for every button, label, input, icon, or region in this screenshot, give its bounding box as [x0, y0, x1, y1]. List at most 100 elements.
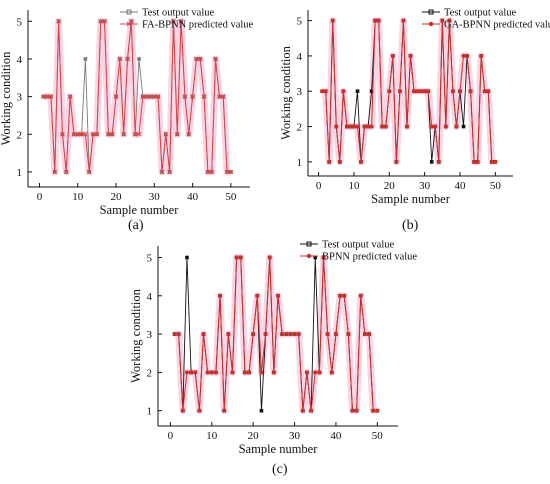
y-tick-label: 2	[147, 367, 153, 379]
data-point	[329, 370, 334, 375]
data-point	[354, 408, 359, 413]
data-point	[193, 370, 198, 375]
data-point	[40, 94, 46, 99]
y-tick-label: 1	[147, 406, 153, 418]
data-point	[422, 89, 427, 94]
data-point	[429, 124, 434, 129]
data-point	[94, 131, 100, 137]
data-point	[461, 53, 466, 58]
data-point	[48, 94, 54, 99]
data-point	[255, 293, 260, 298]
data-point	[479, 53, 484, 58]
legend-marker	[306, 253, 312, 259]
chart-c: 0 10 20 30 40 50 1 2 3 4 5 Sample number Working con…	[129, 240, 417, 457]
data-point	[182, 94, 188, 99]
data-point	[362, 124, 367, 129]
data-point	[172, 332, 177, 337]
data-point	[148, 94, 153, 99]
y-axis-title: Working condition	[129, 288, 143, 383]
data-point	[201, 332, 206, 337]
data-point	[383, 124, 388, 129]
data-point	[259, 370, 264, 375]
data-point	[228, 169, 234, 175]
legend-label: Test output value	[142, 8, 215, 19]
data-point	[351, 124, 356, 129]
data-point	[323, 89, 328, 94]
data-point	[321, 255, 326, 260]
data-point	[178, 18, 184, 24]
data-point	[213, 370, 218, 375]
data-point	[121, 131, 127, 137]
data-point	[350, 408, 355, 413]
x-tick-label: 20	[384, 180, 396, 192]
data-point	[263, 332, 268, 337]
data-point	[341, 89, 346, 94]
x-axis-title: Sample number	[100, 203, 180, 217]
data-point	[109, 131, 115, 137]
y-axis-title: Working condition	[0, 51, 13, 146]
data-point	[222, 408, 227, 413]
data-point	[209, 169, 215, 175]
data-point	[284, 332, 289, 337]
data-point	[83, 131, 88, 137]
x-tick-label: 0	[168, 430, 174, 442]
x-tick-label: 40	[330, 430, 342, 442]
data-point	[189, 370, 194, 375]
data-point	[296, 332, 301, 337]
data-point	[280, 332, 285, 337]
data-point	[436, 159, 441, 164]
data-point	[247, 370, 252, 375]
data-point	[404, 124, 409, 129]
data-point	[75, 131, 81, 137]
data-point	[486, 89, 491, 94]
data-point	[136, 131, 142, 137]
data-point	[113, 94, 119, 99]
data-point	[67, 94, 73, 99]
y-tick-label: 5	[297, 16, 303, 28]
data-point	[205, 169, 211, 175]
data-point	[338, 293, 343, 298]
data-point	[234, 255, 239, 260]
data-point	[218, 293, 223, 298]
x-tick-label: 30	[149, 191, 161, 203]
x-tick-label: 20	[248, 430, 260, 442]
x-tick-label: 0	[37, 191, 43, 203]
caption-a: (a)	[128, 218, 144, 233]
data-point	[176, 332, 181, 337]
y-tick-label: 4	[147, 291, 153, 303]
data-point	[163, 131, 169, 137]
data-point	[419, 89, 424, 94]
data-point	[186, 131, 192, 137]
data-point	[317, 370, 322, 375]
data-point	[468, 89, 473, 94]
data-point	[242, 370, 247, 375]
chart-b: 0 10 20 30 40 50 1 2 3 4 5 Sample number Working con…	[279, 8, 550, 207]
data-point	[313, 255, 318, 260]
y-axis-title: Working condition	[279, 45, 293, 140]
data-point	[358, 293, 363, 298]
data-point	[259, 408, 264, 413]
data-point	[366, 124, 371, 129]
data-point	[337, 159, 342, 164]
data-point	[440, 18, 445, 23]
data-point	[71, 131, 77, 137]
data-point	[60, 131, 65, 137]
x-tick-label: 10	[206, 430, 218, 442]
data-point	[408, 53, 413, 58]
data-point	[344, 124, 349, 129]
data-point	[184, 370, 189, 375]
data-point	[63, 169, 69, 175]
data-point	[309, 408, 314, 413]
data-point	[412, 89, 417, 94]
data-point	[180, 408, 185, 413]
data-point	[144, 94, 150, 99]
data-point	[79, 131, 84, 137]
data-point	[461, 124, 466, 129]
data-point	[300, 408, 305, 413]
y-tick-label: 2	[297, 122, 303, 134]
data-point	[333, 332, 338, 337]
x-tick-label: 30	[289, 430, 301, 442]
data-point	[190, 94, 195, 99]
